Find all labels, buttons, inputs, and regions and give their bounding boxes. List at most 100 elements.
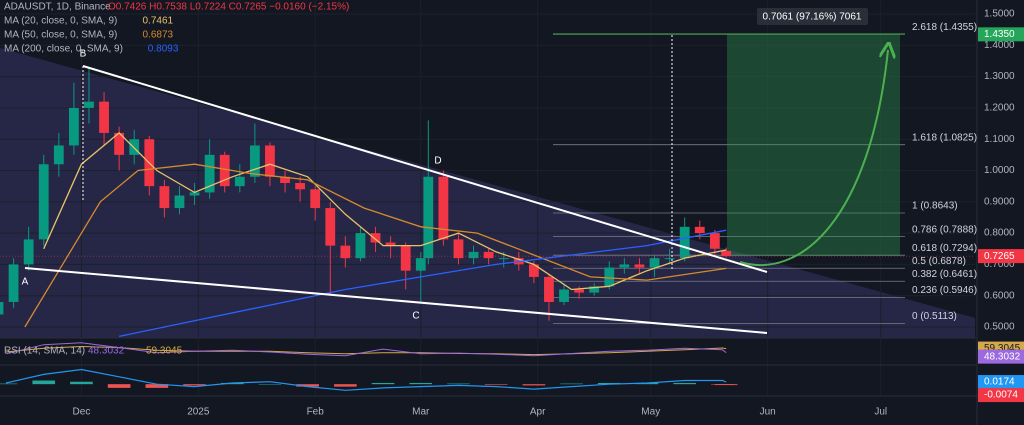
candle-body bbox=[204, 154, 215, 193]
candle-body bbox=[129, 139, 140, 155]
ma-legend-name: MA (200, close, 0, SMA, 9) bbox=[4, 44, 123, 55]
x-tick-label: 2025 bbox=[187, 407, 210, 418]
pattern-point-label: A bbox=[22, 277, 29, 288]
macd-histogram-bar bbox=[334, 384, 357, 387]
macd-histogram-bar bbox=[484, 384, 508, 385]
candle-body bbox=[574, 289, 585, 293]
pattern-point-label: B bbox=[80, 49, 87, 60]
measure-label: 0.7061 (97.16%) 7061 bbox=[763, 12, 862, 23]
price-badge-label: 48.3032 bbox=[984, 351, 1021, 362]
candle-body bbox=[679, 226, 690, 259]
candle-body bbox=[604, 267, 615, 287]
trendline-lower bbox=[24, 267, 768, 334]
y-tick-label: 1.2000 bbox=[984, 103, 1015, 114]
measure-box bbox=[757, 8, 868, 25]
y-tick-label: 0.5000 bbox=[984, 322, 1015, 333]
macd-histogram-bar bbox=[32, 380, 56, 385]
candle-body bbox=[453, 239, 464, 259]
fib-label: 1.618 (1.0825) bbox=[912, 132, 977, 143]
macd-histogram-bar bbox=[597, 382, 621, 385]
price-badge-label: 1.4350 bbox=[984, 29, 1015, 40]
candle-body bbox=[400, 245, 411, 271]
candle-body bbox=[99, 101, 109, 133]
price-badge bbox=[978, 349, 1024, 364]
y-tick-label: 1.5000 bbox=[984, 9, 1015, 20]
candle-body bbox=[559, 289, 569, 302]
candle-body bbox=[280, 176, 290, 184]
price-badge bbox=[978, 388, 1024, 403]
candle-body bbox=[340, 245, 351, 259]
fib-label: 0.382 (0.6461) bbox=[912, 269, 977, 280]
y-tick-label: 1.4000 bbox=[984, 40, 1015, 51]
macd-histogram-bar bbox=[673, 382, 696, 385]
x-tick-label: Dec bbox=[73, 407, 91, 418]
candle-body bbox=[415, 258, 426, 271]
fib-label: 0.5 (0.6878) bbox=[912, 256, 966, 267]
y-tick-label: 0.6000 bbox=[984, 290, 1015, 301]
moving-average bbox=[24, 163, 727, 328]
macd-histogram-bar bbox=[447, 383, 470, 385]
candle-body bbox=[634, 264, 645, 268]
candle-body bbox=[721, 251, 732, 257]
x-tick-label: Jun bbox=[760, 407, 776, 418]
macd-histogram-bar bbox=[183, 384, 206, 386]
macd-line bbox=[5, 368, 727, 391]
ma-legend-name: MA (20, close, 0, SMA, 9) bbox=[4, 16, 117, 27]
candle-body bbox=[189, 192, 200, 196]
macd-histogram-bar bbox=[409, 382, 433, 385]
fib-label: 0 (0.5113) bbox=[912, 311, 957, 322]
candle-body bbox=[174, 195, 185, 209]
macd-histogram-bar bbox=[714, 384, 738, 386]
fib-label: 0.786 (0.7888) bbox=[912, 224, 977, 235]
candle-body bbox=[483, 251, 494, 259]
projection-box bbox=[727, 34, 900, 256]
macd-histogram-bar bbox=[560, 383, 583, 385]
trendline-upper bbox=[82, 65, 768, 273]
x-tick-label: Feb bbox=[307, 407, 325, 418]
pattern-area bbox=[0, 48, 975, 338]
rsi-legend: 48.3032 bbox=[88, 346, 125, 357]
macd-histogram-bar bbox=[258, 384, 282, 385]
candle-body bbox=[8, 264, 19, 302]
macd-histogram-bar bbox=[0, 383, 18, 385]
macd-histogram-bar bbox=[145, 384, 169, 388]
candle-body bbox=[219, 154, 230, 187]
macd-histogram-bar bbox=[70, 381, 93, 385]
candle-body bbox=[438, 176, 449, 240]
macd-histogram-bar bbox=[522, 384, 546, 386]
candle-body bbox=[355, 233, 366, 259]
candle-body bbox=[84, 101, 94, 108]
fib-label: 1 (0.8643) bbox=[912, 201, 958, 212]
ma-legend-value: 0.7461 bbox=[143, 16, 174, 27]
price-badge-label: 0.7265 bbox=[984, 251, 1015, 262]
fib-label: 0.236 (0.5946) bbox=[912, 285, 977, 296]
candle-body bbox=[423, 176, 434, 259]
candle-body bbox=[234, 176, 245, 187]
candle-body bbox=[370, 233, 381, 243]
x-tick-label: Mar bbox=[412, 407, 430, 418]
candle-body bbox=[0, 301, 4, 315]
price-badge-label: -0.0074 bbox=[984, 390, 1018, 401]
y-tick-label: 0.9000 bbox=[984, 196, 1015, 207]
candle-body bbox=[295, 183, 306, 190]
ohlc-legend: O0.7426 H0.7538 L0.7224 C0.7265 −0.0160 … bbox=[108, 2, 349, 13]
candle-body bbox=[68, 107, 79, 146]
candle-body bbox=[53, 145, 64, 165]
candle-body bbox=[325, 208, 336, 246]
candle-body bbox=[589, 286, 600, 293]
fib-label: 0.618 (0.7294) bbox=[912, 243, 977, 254]
price-badge-label: 59.3045 bbox=[984, 343, 1021, 354]
candle-body bbox=[649, 258, 660, 268]
x-tick-label: Jul bbox=[874, 407, 887, 418]
price-badge bbox=[978, 27, 1024, 42]
y-tick-label: 0.8000 bbox=[984, 228, 1015, 239]
candle-body bbox=[694, 226, 705, 234]
x-tick-label: Apr bbox=[530, 407, 546, 418]
ma-legend-name: MA (50, close, 0, SMA, 9) bbox=[4, 30, 117, 41]
rsi-title: RSI (14, SMA, 14) bbox=[4, 346, 85, 357]
price-badge bbox=[978, 375, 1024, 390]
candle-body bbox=[709, 233, 720, 249]
fib-label: 2.618 (1.4355) bbox=[912, 22, 977, 33]
pattern-point-label: D bbox=[434, 156, 441, 167]
